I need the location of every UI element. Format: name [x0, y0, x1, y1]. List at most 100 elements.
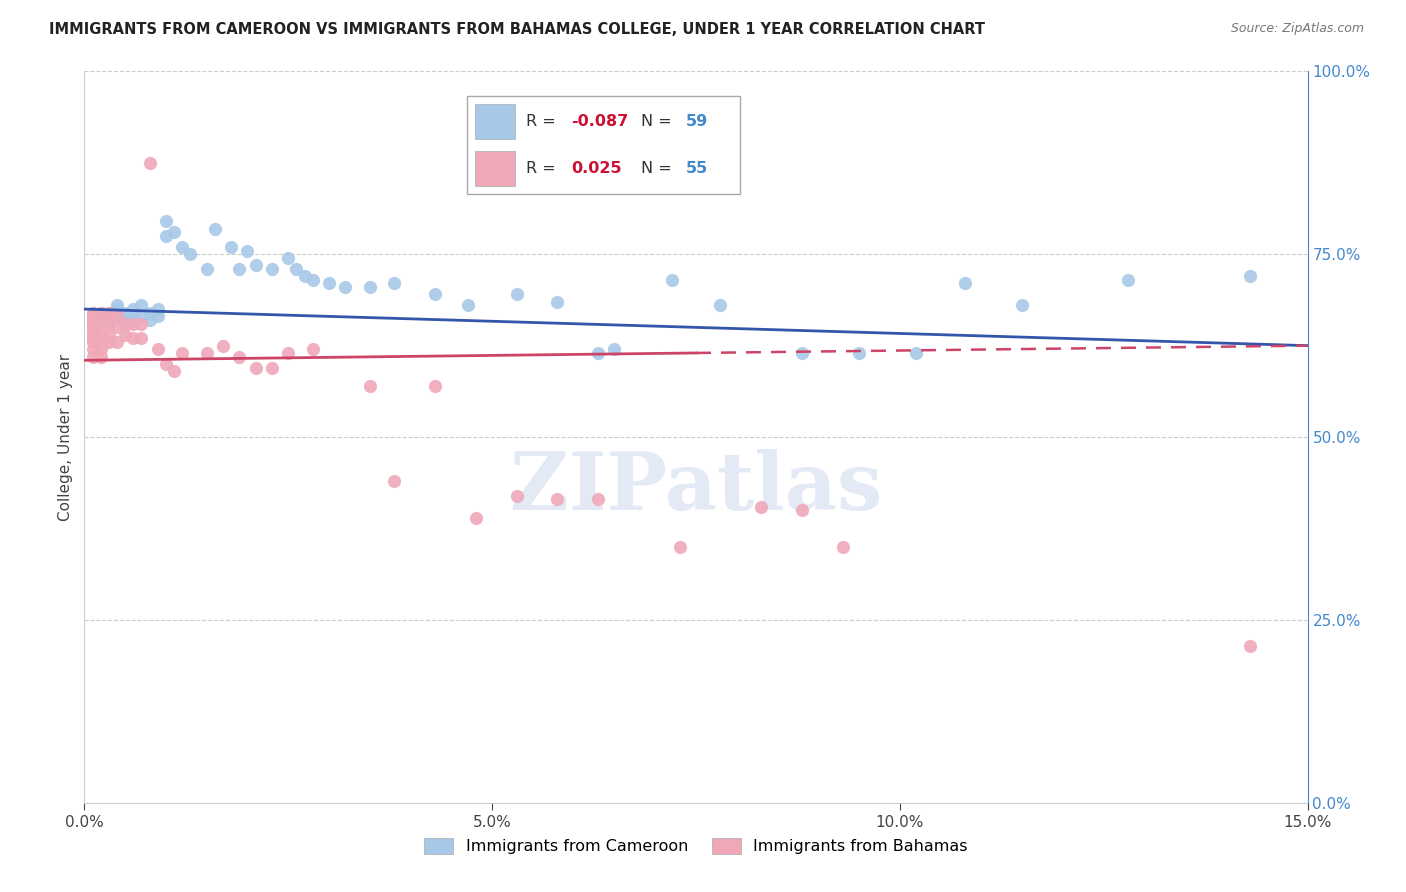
Point [505, 287, 527, 301]
Point [97, 313, 120, 327]
Point [82, 334, 104, 349]
Point [105, 301, 128, 317]
Point [603, 343, 626, 357]
Point [464, 510, 486, 524]
Point [155, 357, 177, 371]
Point [546, 492, 568, 507]
Point [82, 306, 104, 320]
Point [301, 273, 323, 287]
Point [228, 350, 250, 364]
Point [1239, 639, 1261, 653]
Point [285, 261, 308, 276]
Point [122, 301, 145, 317]
Point [82, 350, 104, 364]
Point [219, 240, 242, 254]
Point [260, 261, 283, 276]
Point [359, 280, 381, 294]
Point [105, 334, 128, 349]
Point [382, 474, 405, 488]
Point [1239, 269, 1261, 284]
Point [790, 346, 813, 360]
Point [97, 327, 120, 342]
Point [90, 310, 112, 324]
Point [90, 350, 112, 364]
Point [97, 310, 120, 324]
Point [195, 261, 218, 276]
Point [204, 221, 226, 235]
Point [505, 489, 527, 503]
Point [1011, 298, 1033, 312]
FancyBboxPatch shape [475, 104, 515, 139]
Point [668, 540, 690, 554]
Point [301, 343, 323, 357]
Point [163, 225, 186, 239]
Point [236, 244, 259, 258]
Point [82, 313, 104, 327]
Point [131, 298, 153, 312]
Point [953, 277, 976, 291]
Point [146, 301, 169, 317]
Point [172, 346, 194, 360]
Point [155, 214, 177, 228]
Point [709, 298, 731, 312]
Point [138, 306, 160, 320]
Point [90, 343, 112, 357]
Point [146, 310, 169, 324]
Point [114, 327, 136, 342]
Point [90, 306, 112, 320]
Point [905, 346, 928, 360]
Point [1116, 273, 1139, 287]
Point [105, 310, 128, 324]
Point [179, 247, 201, 261]
Point [790, 503, 813, 517]
Point [245, 360, 267, 375]
Point [122, 313, 145, 327]
Point [294, 269, 316, 284]
Point [82, 310, 104, 324]
Point [423, 379, 446, 393]
Point [228, 261, 250, 276]
Point [831, 540, 853, 554]
Text: 59: 59 [686, 114, 709, 128]
Text: R =: R = [526, 114, 561, 128]
Point [163, 364, 186, 378]
Point [131, 310, 153, 324]
Point [97, 317, 120, 331]
Point [97, 306, 120, 320]
Point [245, 258, 267, 272]
Point [90, 313, 112, 327]
Point [114, 313, 136, 327]
Text: 55: 55 [686, 161, 709, 176]
Point [97, 334, 120, 349]
Point [260, 360, 283, 375]
Point [90, 306, 112, 320]
Point [105, 298, 128, 312]
Point [82, 320, 104, 334]
Y-axis label: College, Under 1 year: College, Under 1 year [58, 353, 73, 521]
Text: Source: ZipAtlas.com: Source: ZipAtlas.com [1230, 22, 1364, 36]
Text: IMMIGRANTS FROM CAMEROON VS IMMIGRANTS FROM BAHAMAS COLLEGE, UNDER 1 YEAR CORREL: IMMIGRANTS FROM CAMEROON VS IMMIGRANTS F… [49, 22, 986, 37]
Point [82, 317, 104, 331]
Point [146, 343, 169, 357]
Point [382, 277, 405, 291]
Point [335, 280, 357, 294]
Point [90, 327, 112, 342]
Point [97, 306, 120, 320]
Text: N =: N = [641, 114, 678, 128]
Point [90, 313, 112, 327]
Text: N =: N = [641, 161, 678, 176]
FancyBboxPatch shape [467, 95, 740, 194]
Point [131, 317, 153, 331]
Point [318, 277, 340, 291]
Point [277, 251, 299, 265]
Point [457, 298, 479, 312]
Point [114, 317, 136, 331]
Point [586, 492, 609, 507]
Text: -0.087: -0.087 [571, 114, 628, 128]
Point [122, 317, 145, 331]
Text: ZIPatlas: ZIPatlas [510, 450, 882, 527]
Point [82, 310, 104, 324]
Point [155, 228, 177, 243]
Point [82, 313, 104, 327]
Point [82, 324, 104, 338]
